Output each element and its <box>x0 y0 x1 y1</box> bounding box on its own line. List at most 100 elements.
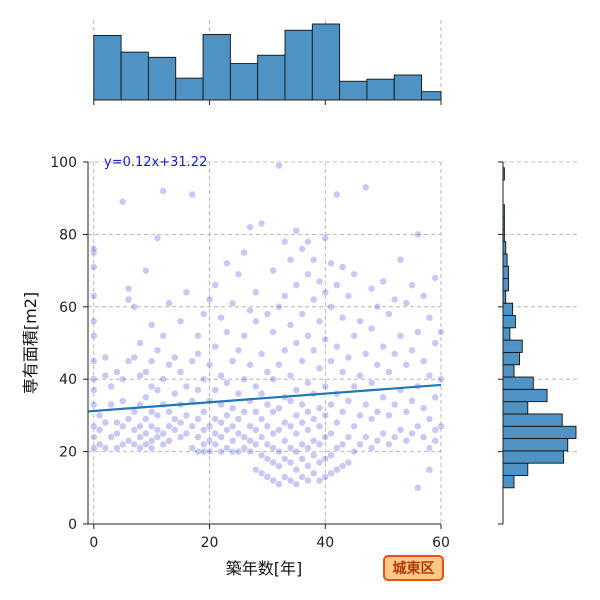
data-point <box>130 440 138 448</box>
data-point <box>414 328 422 336</box>
data-point <box>101 353 109 362</box>
y-hist-bar <box>502 425 577 440</box>
data-point <box>437 422 445 430</box>
data-point <box>327 469 335 477</box>
data-point <box>142 440 150 448</box>
data-point <box>304 444 312 452</box>
data-point <box>344 458 353 467</box>
data-point <box>246 361 254 369</box>
data-point <box>171 353 179 362</box>
data-point <box>234 390 243 398</box>
x-hist-bar <box>284 29 313 101</box>
data-point <box>263 310 271 318</box>
y-hist-bar <box>502 315 516 329</box>
data-point <box>286 422 295 430</box>
data-point <box>286 458 295 467</box>
axes: 0 20 40 60 0 20 40 60 80 100 <box>50 155 450 551</box>
x-hist-bar <box>366 78 395 101</box>
data-point <box>136 433 144 441</box>
data-point <box>298 455 306 463</box>
data-point <box>321 234 329 242</box>
data-point <box>229 404 237 412</box>
data-point <box>234 270 243 278</box>
data-point <box>142 368 150 376</box>
data-point <box>350 382 358 391</box>
data-point <box>148 444 156 452</box>
data-point <box>339 462 347 470</box>
data-point <box>298 357 306 365</box>
data-point <box>188 444 196 452</box>
data-point <box>321 473 329 481</box>
data-point <box>229 448 237 456</box>
data-point <box>90 422 98 430</box>
data-point <box>269 267 277 275</box>
data-point <box>431 426 439 434</box>
data-point <box>159 440 167 448</box>
data-point <box>327 303 335 311</box>
data-point <box>258 433 266 441</box>
data-point <box>124 295 133 304</box>
data-point <box>142 415 150 423</box>
data-point <box>350 422 358 430</box>
data-point <box>414 422 422 430</box>
data-point <box>95 440 104 448</box>
data-point <box>113 368 121 376</box>
data-point <box>425 371 434 380</box>
data-point <box>234 429 243 438</box>
data-point <box>275 448 283 456</box>
data-point <box>292 281 300 289</box>
data-point <box>263 455 271 463</box>
data-point <box>275 404 283 412</box>
data-point <box>391 433 399 441</box>
data-point <box>315 476 324 485</box>
data-point <box>408 429 416 438</box>
data-point <box>194 350 202 358</box>
data-point <box>188 190 196 199</box>
data-point <box>205 448 214 456</box>
x-hist-bar <box>311 23 341 101</box>
data-point <box>252 288 260 296</box>
data-point <box>90 433 98 441</box>
data-point <box>391 400 399 409</box>
data-point <box>298 419 306 427</box>
data-point <box>113 444 121 452</box>
data-point <box>165 408 173 416</box>
data-point <box>229 437 237 445</box>
x-tick-label: 40 <box>316 535 334 551</box>
data-point <box>315 364 324 372</box>
data-point <box>269 328 277 336</box>
data-point <box>119 397 127 405</box>
data-point <box>90 245 98 253</box>
data-point <box>373 303 381 311</box>
data-point <box>385 440 393 448</box>
data-point <box>269 444 277 452</box>
data-point <box>182 429 190 438</box>
data-point <box>119 440 127 448</box>
y-tick-label: 20 <box>59 445 77 461</box>
data-point <box>90 375 98 383</box>
data-point <box>90 444 98 452</box>
data-point <box>437 328 445 336</box>
x-hist-bar <box>120 51 149 101</box>
data-point <box>90 292 98 300</box>
data-point <box>159 375 167 383</box>
data-point <box>391 350 399 358</box>
data-point <box>263 422 271 430</box>
data-point <box>205 437 214 445</box>
data-point <box>356 411 364 420</box>
data-point <box>315 422 324 430</box>
data-point <box>153 234 162 242</box>
data-point <box>315 440 324 448</box>
data-point <box>223 444 231 452</box>
data-point <box>263 473 271 481</box>
data-point <box>420 357 428 365</box>
data-point <box>275 162 283 170</box>
data-point <box>194 448 202 456</box>
data-point <box>402 437 410 445</box>
data-point <box>240 433 248 441</box>
data-point <box>171 390 179 398</box>
data-point <box>101 371 109 380</box>
x-tick-label: 0 <box>89 535 98 551</box>
data-point <box>159 332 167 340</box>
